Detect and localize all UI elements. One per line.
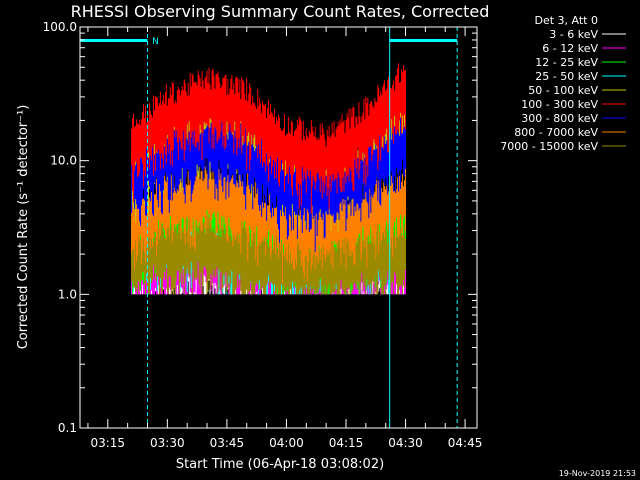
y-axis-label: Corrected Count Rate (s⁻¹ detector⁻¹) <box>16 105 31 350</box>
x-tick-label: 04:00 <box>269 436 304 450</box>
x-tick-label: 03:30 <box>150 436 185 450</box>
chart-title: RHESSI Observing Summary Count Rates, Co… <box>71 2 490 21</box>
x-tick-label: 04:15 <box>329 436 364 450</box>
series-100-300keV <box>131 63 406 214</box>
legend-label: 50 - 100 keV <box>528 84 598 97</box>
x-axis-ticks: 03:15 03:30 03:45 04:00 04:15 04:30 04:45 <box>87 27 483 450</box>
legend-header: Det 3, Att 0 <box>535 14 599 27</box>
series-trace <box>131 213 406 295</box>
x-tick-label: 03:45 <box>210 436 245 450</box>
legend-label: 3 - 6 keV <box>549 28 598 41</box>
y-axis-ticks: 0.1 1.0 10.0 100.0 <box>43 20 477 435</box>
night-bar <box>389 39 458 42</box>
series-300-800keV <box>131 109 406 252</box>
y-tick-label: 10.0 <box>50 154 77 168</box>
series-trace <box>131 109 406 252</box>
x-axis-label: Start Time (06-Apr-18 03:08:02) <box>176 457 384 472</box>
series-trace <box>131 63 406 214</box>
legend-label: 100 - 300 keV <box>521 98 598 111</box>
night-bar <box>80 39 148 42</box>
legend-label: 6 - 12 keV <box>542 42 598 55</box>
legend-label: 12 - 25 keV <box>535 56 598 69</box>
night-label: N <box>152 37 159 47</box>
y-tick-label: 100.0 <box>43 20 77 34</box>
x-tick-label: 04:45 <box>448 436 483 450</box>
y-tick-label: 0.1 <box>58 421 77 435</box>
series-7000-15000keV <box>131 213 406 295</box>
plot-area: N <box>79 27 458 428</box>
legend-label: 25 - 50 keV <box>535 70 598 83</box>
footer-timestamp: 19-Nov-2019 21:53 <box>559 469 636 478</box>
legend-label: 800 - 7000 keV <box>514 126 598 139</box>
x-tick-label: 03:15 <box>90 436 125 450</box>
y-tick-label: 1.0 <box>58 287 77 301</box>
x-tick-label: 04:30 <box>388 436 423 450</box>
legend-label: 7000 - 15000 keV <box>500 140 598 153</box>
legend-label: 300 - 800 keV <box>521 112 598 125</box>
plot-frame <box>79 26 478 429</box>
